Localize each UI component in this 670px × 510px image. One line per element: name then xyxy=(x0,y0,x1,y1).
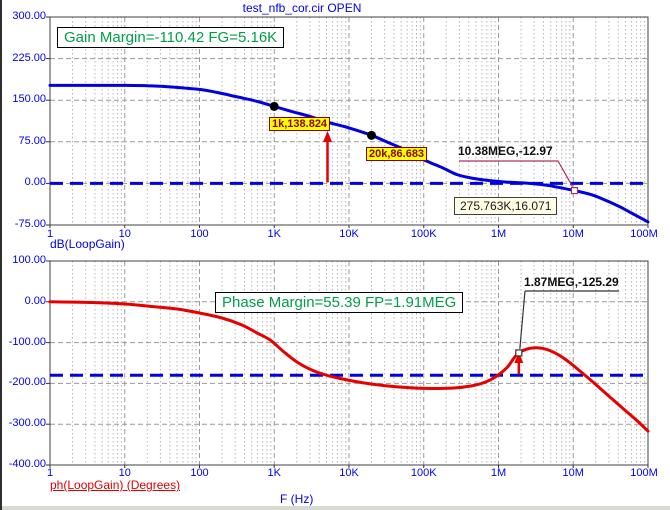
x-tick-label: 100 xyxy=(190,228,209,240)
y-tick-label: -75.00 xyxy=(14,218,46,230)
gain-readout-box[interactable]: 275.763K,16.071 xyxy=(454,197,558,215)
cursor-tag-20k[interactable]: 20k,86.683 xyxy=(366,147,428,161)
x-tick-label: 10 xyxy=(118,467,131,479)
y-tick-label: 225.00 xyxy=(12,51,46,64)
y-tick-label: 150.00 xyxy=(12,93,46,106)
x-tick-label: 10M xyxy=(562,467,584,479)
phase-margin-annotation: Phase Margin=55.39 FP=1.91MEG xyxy=(215,292,464,313)
x-tick-label: 1M xyxy=(490,467,507,479)
y-tick-label: 100.00 xyxy=(12,254,46,266)
x-tick-label: 1K xyxy=(267,467,281,479)
frequency-axis-label: F (Hz) xyxy=(280,492,314,506)
phase-callout-label[interactable]: 1.87MEG,-125.29 xyxy=(524,275,619,289)
gain-callout-label[interactable]: 10.38MEG,-12.97 xyxy=(458,144,553,158)
y-tick-label: 0.00 xyxy=(24,176,46,189)
y-tick-label: 75.00 xyxy=(18,134,46,147)
x-tick-label: 10M xyxy=(562,228,584,240)
y-tick-label: -100.00 xyxy=(8,335,46,348)
x-tick-label: 10K xyxy=(339,467,359,479)
x-tick-label: 10 xyxy=(118,228,131,240)
window-bottom-edge xyxy=(2,506,670,510)
y-tick-label: 0.00 xyxy=(24,294,46,307)
y-tick-label: 300.00 xyxy=(12,10,46,22)
x-tick-label: 100M xyxy=(630,467,658,479)
phase-axis-label[interactable]: ph(LoopGain) (Degrees) xyxy=(50,478,181,492)
gain-margin-annotation: Gain Margin=-110.42 FG=5.16K xyxy=(57,27,285,48)
x-tick-label: 1 xyxy=(46,228,54,240)
gain-axis-label: dB(LoopGain) xyxy=(50,237,125,251)
y-tick-label: -300.00 xyxy=(8,417,46,430)
x-tick-label: 1K xyxy=(267,228,281,240)
x-tick-label: 1 xyxy=(46,467,54,479)
x-tick-label: 10K xyxy=(339,228,359,240)
window-title: test_nfb_cor.cir OPEN xyxy=(242,1,362,15)
x-tick-label: 100M xyxy=(630,228,658,240)
cursor-tag-1k[interactable]: 1k,138.824 xyxy=(269,117,331,131)
x-tick-label: 100K xyxy=(410,467,437,479)
x-tick-label: 1M xyxy=(490,228,507,240)
x-tick-label: 100K xyxy=(410,228,437,240)
x-tick-label: 100 xyxy=(190,467,209,479)
y-tick-label: -200.00 xyxy=(8,376,46,389)
y-tick-label: -400.00 xyxy=(8,458,46,470)
